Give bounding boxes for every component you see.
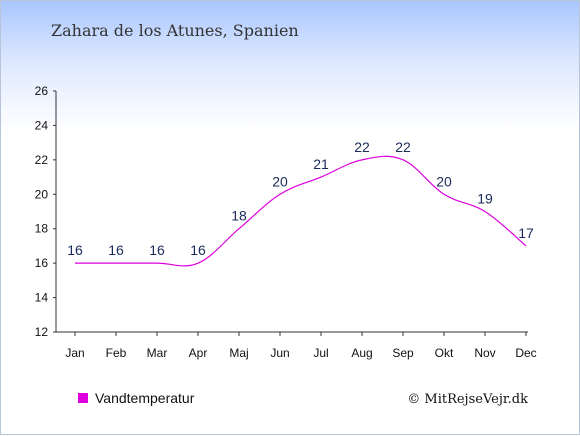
legend-swatch [78,393,88,403]
data-label: 16 [190,242,206,258]
x-tick-label: Apr [189,346,208,360]
legend-label: Vandtemperatur [95,390,195,406]
x-tick-label: Jan [65,346,84,360]
x-tick-label: Nov [474,346,495,360]
tick-labels: 12 14 16 18 20 22 24 26 Jan Feb Mar Apr Maj Jun Jul Aug… [35,84,537,360]
data-label: 18 [231,208,247,224]
x-tick-label: Mar [147,346,168,360]
data-labels: 16 16 16 16 18 20 21 22 22 20 19 17 [67,139,534,258]
x-tick-label: Okt [435,346,454,360]
y-tick-label: 26 [35,84,49,98]
y-tick-label: 18 [35,222,49,236]
data-label: 16 [149,242,165,258]
x-tick-label: Sep [392,346,414,360]
y-tick-label: 16 [35,256,49,270]
y-tick-label: 22 [35,153,49,167]
y-tick-label: 14 [35,291,49,305]
data-label: 20 [272,173,288,189]
y-tick-label: 20 [35,187,49,201]
x-tick-label: Jun [270,346,289,360]
x-tick-label: Jul [313,346,328,360]
x-tick-label: Aug [351,346,372,360]
data-label: 16 [108,242,124,258]
y-tick-label: 12 [35,325,49,339]
data-label: 16 [67,242,83,258]
data-label: 17 [518,225,534,241]
data-label: 21 [313,156,329,172]
x-tick-label: Dec [515,346,536,360]
credit-text: © MitRejseVejr.dk [407,392,528,407]
chart-title: Zahara de los Atunes, Spanien [51,21,299,40]
data-label: 20 [436,173,452,189]
data-label: 19 [477,191,493,207]
x-tick-label: Feb [106,346,127,360]
data-label: 22 [395,139,411,155]
series-line-vandtemperatur [74,155,527,267]
y-tick-label: 24 [35,118,49,132]
data-label: 22 [354,139,370,155]
axes [53,90,528,336]
x-tick-label: Maj [229,346,248,360]
